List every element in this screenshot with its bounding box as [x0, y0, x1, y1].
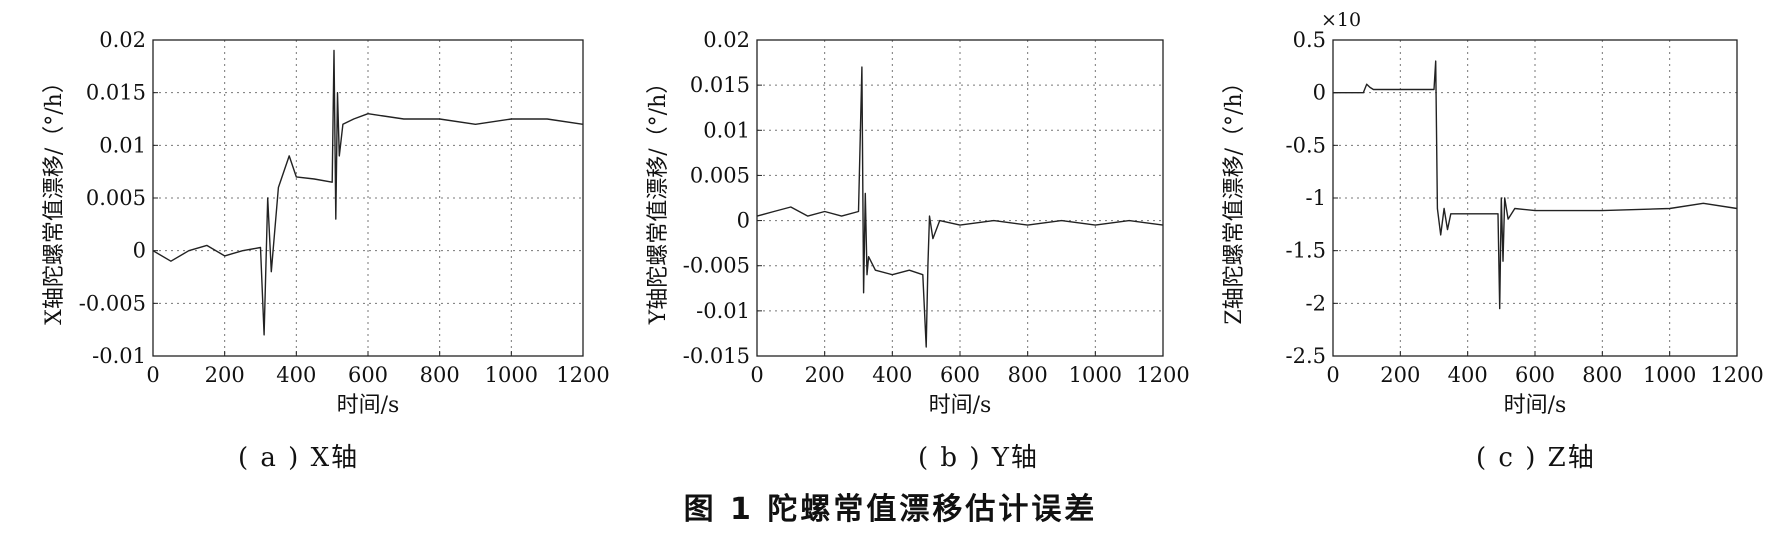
plot-frame [1332, 39, 1738, 357]
y-tick-label: 0.02 [703, 28, 750, 52]
x-axis-label: 时间/s [337, 393, 400, 418]
y-tick-label: 0.015 [86, 81, 146, 105]
x-tick-label: 400 [276, 363, 316, 387]
x-tick-label: 800 [1582, 363, 1622, 387]
y-tick-label: -0.5 [1286, 133, 1327, 157]
panel-b-caption: ( b ) Y轴 [918, 443, 1039, 473]
y-tick-label: 0.02 [99, 28, 146, 52]
exponent-label: ×10 [1321, 9, 1361, 31]
x-tick-label: 400 [872, 363, 912, 387]
y-tick-label: 0.5 [1293, 28, 1326, 52]
y-tick-label: -1 [1306, 186, 1326, 210]
chart-3: 0 200 400 600 800 1000 1200 0.5 0 -0.5 -1 -1.5 -2 -2.… [1222, 9, 1764, 418]
series-line [756, 66, 1164, 348]
chart-1: 0 200 400 600 800 1000 1200 0.02 0.015 0.01 0.005 0… [42, 28, 610, 418]
chart-2: 0 200 400 600 800 1000 1200 0.02 0.015 0.01 0.005 0… [646, 28, 1190, 418]
series-line [1333, 60, 1738, 310]
plot-frame [756, 39, 1164, 357]
y-tick-label: 0.01 [99, 133, 146, 157]
panel-a-caption: ( a ) X轴 [238, 443, 360, 473]
y-tick-label: 0.005 [86, 186, 146, 210]
x-tick-label: 0 [1326, 363, 1339, 387]
panel-c-caption: ( c ) Z轴 [1476, 443, 1596, 473]
y-tick-label: 0 [133, 239, 146, 263]
x-tick-label: 1200 [1710, 363, 1763, 387]
y-tick-label: -0.005 [79, 291, 146, 315]
y-tick-label: -0.01 [696, 299, 750, 323]
series-line [152, 49, 584, 336]
x-tick-label: 0 [146, 363, 159, 387]
x-tick-label: 400 [1448, 363, 1488, 387]
y-tick-label: 0.015 [690, 73, 750, 97]
x-tick-label: 1200 [1136, 363, 1189, 387]
x-tick-label: 0 [750, 363, 763, 387]
y-tick-label: -2 [1306, 291, 1326, 315]
y-tick-label: -0.01 [92, 344, 146, 368]
x-tick-label: 1000 [1069, 363, 1122, 387]
y-tick-label: 0 [1313, 81, 1326, 105]
x-tick-label: 600 [940, 363, 980, 387]
y-tick-label: -1.5 [1286, 239, 1327, 263]
x-tick-label: 1000 [485, 363, 538, 387]
x-tick-label: 1000 [1643, 363, 1696, 387]
y-axis-label: Z轴陀螺常值漂移/（°/h） [1222, 71, 1247, 324]
x-tick-label: 600 [348, 363, 388, 387]
y-tick-label: -0.005 [683, 254, 750, 278]
figure-title: 图 1 陀螺常值漂移估计误差 [683, 492, 1098, 527]
y-tick-label: -2.5 [1286, 344, 1327, 368]
x-tick-label: 200 [1380, 363, 1420, 387]
x-tick-label: 800 [1008, 363, 1048, 387]
y-tick-label: -0.015 [683, 344, 750, 368]
x-tick-label: 200 [205, 363, 245, 387]
y-axis-label: Y轴陀螺常值漂移/（°/h） [646, 72, 671, 326]
x-tick-label: 1200 [556, 363, 609, 387]
x-tick-label: 200 [805, 363, 845, 387]
y-tick-label: 0.005 [690, 163, 750, 187]
x-axis-label: 时间/s [929, 393, 992, 418]
plot-frame [152, 39, 584, 357]
y-tick-label: 0.01 [703, 118, 750, 142]
x-tick-label: 600 [1515, 363, 1555, 387]
x-axis-label: 时间/s [1504, 393, 1567, 418]
x-tick-label: 800 [420, 363, 460, 387]
y-tick-label: 0 [737, 209, 750, 233]
y-axis-label: X轴陀螺常值漂移/（°/h） [42, 71, 67, 325]
